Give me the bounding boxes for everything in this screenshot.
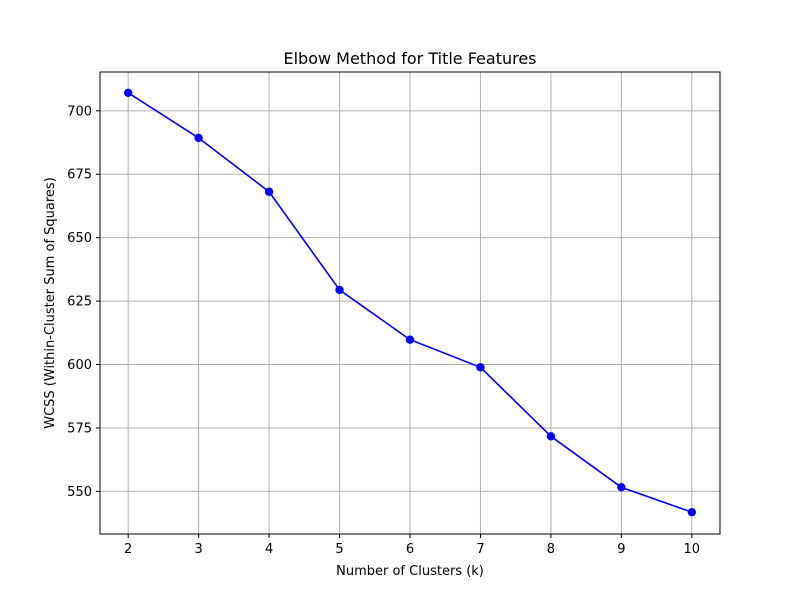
x-tick-label: 3 — [194, 542, 202, 557]
x-tick-label: 9 — [617, 542, 625, 557]
x-tick-label: 4 — [265, 542, 273, 557]
y-tick-label: 550 — [67, 485, 92, 500]
y-tick-label: 700 — [67, 104, 92, 119]
data-point-marker — [617, 483, 626, 492]
series-markers — [123, 88, 697, 517]
chart-title: Elbow Method for Title Features — [283, 49, 536, 68]
data-point-marker — [335, 285, 344, 295]
data-point-marker — [194, 133, 203, 143]
x-axis-ticks: 2 3 4 5 6 7 8 9 10 — [124, 534, 700, 557]
y-tick-label: 575 — [67, 421, 92, 436]
x-tick-label: 5 — [335, 542, 343, 557]
y-axis-title: WCSS (Within-Cluster Sum of Squares) — [43, 177, 58, 429]
x-tick-label: 8 — [547, 542, 555, 557]
x-tick-label: 6 — [406, 542, 414, 557]
data-point-marker — [264, 187, 274, 196]
data-point-marker — [405, 335, 415, 344]
grid — [100, 72, 720, 534]
y-tick-label: 600 — [67, 358, 92, 373]
data-point-marker — [687, 507, 697, 517]
data-point-marker — [546, 432, 556, 441]
y-axis-ticks: 550 575 600 625 650 675 700 — [67, 104, 100, 500]
y-tick-label: 650 — [67, 231, 92, 246]
y-tick-label: 625 — [67, 295, 92, 310]
x-tick-label: 10 — [684, 542, 701, 557]
y-tick-label: 675 — [67, 168, 92, 183]
data-point-marker — [123, 88, 133, 98]
x-tick-label: 7 — [476, 542, 484, 557]
data-point-marker — [476, 363, 485, 372]
x-tick-label: 2 — [124, 542, 132, 557]
x-axis-title: Number of Clusters (k) — [336, 564, 484, 579]
